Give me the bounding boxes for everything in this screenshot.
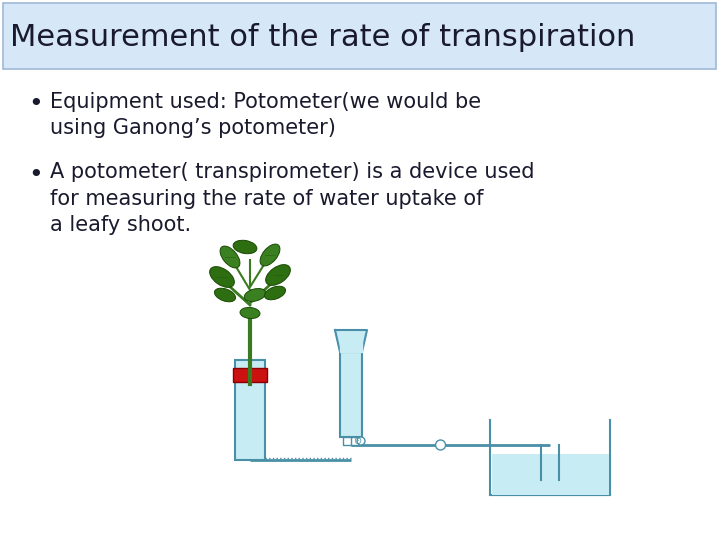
- Text: •: •: [28, 92, 42, 116]
- Circle shape: [436, 440, 446, 450]
- Text: using Ganong’s potometer): using Ganong’s potometer): [50, 118, 336, 138]
- Ellipse shape: [240, 307, 260, 319]
- Text: •: •: [28, 163, 42, 186]
- Ellipse shape: [210, 267, 234, 287]
- Ellipse shape: [260, 244, 280, 266]
- Text: A potometer( transpirometer) is a device used: A potometer( transpirometer) is a device…: [50, 163, 534, 183]
- Ellipse shape: [220, 246, 240, 268]
- Text: a leafy shoot.: a leafy shoot.: [50, 215, 191, 235]
- Text: Equipment used: Potometer(we would be: Equipment used: Potometer(we would be: [50, 92, 481, 112]
- Ellipse shape: [266, 265, 290, 285]
- Bar: [340, 352, 362, 437]
- Text: for measuring the rate of water uptake of: for measuring the rate of water uptake o…: [50, 189, 484, 209]
- Bar: [343, 437, 359, 445]
- Text: Measurement of the rate of transpiration: Measurement of the rate of transpiration: [10, 24, 635, 52]
- Bar: [233, 368, 267, 382]
- Bar: [492, 454, 608, 495]
- Circle shape: [357, 437, 365, 445]
- Ellipse shape: [215, 288, 235, 302]
- Ellipse shape: [233, 240, 257, 254]
- Bar: [235, 360, 265, 460]
- FancyBboxPatch shape: [3, 3, 716, 69]
- Polygon shape: [340, 339, 362, 352]
- Ellipse shape: [244, 288, 266, 301]
- Text: ⊙: ⊙: [353, 436, 361, 446]
- Ellipse shape: [264, 286, 286, 300]
- Polygon shape: [335, 330, 367, 352]
